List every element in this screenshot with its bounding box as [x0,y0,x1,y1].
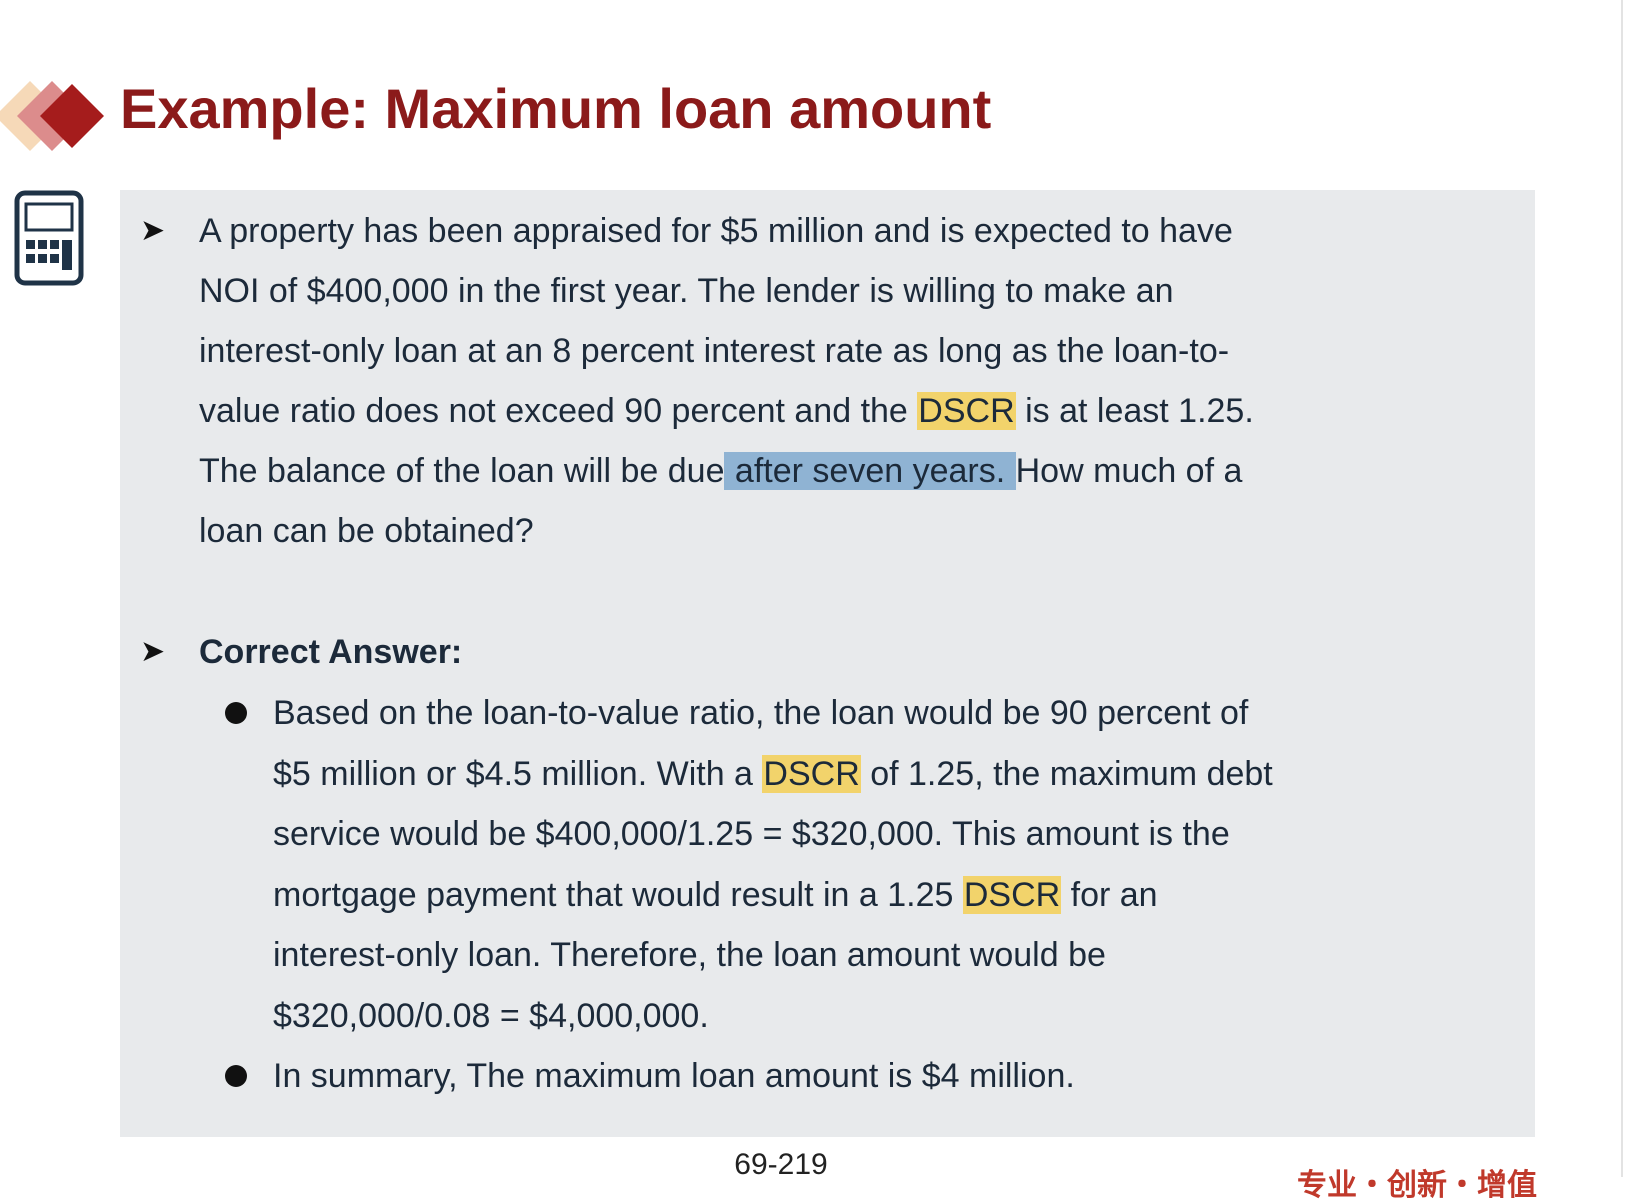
text-run: How much of a [1015,452,1243,490]
content-box [120,190,1535,1137]
page-number: 69-219 [734,1148,828,1181]
highlight: DSCR [762,754,861,793]
text-run: Based on the loan-to-value ratio, the lo… [273,694,1249,732]
title: Example: Maximum loan amount [120,77,992,140]
text-line: $320,000/0.08 = $4,000,000. [273,986,709,1046]
text-run: interest-only loan. Therefore, the loan … [273,936,1106,974]
arrow-bullet: ➤ [140,213,166,248]
footer-logo: 专业・创新・增值 [1297,1168,1537,1203]
text-run: $5 million or $4.5 million. With a [273,754,763,793]
text-run: NOI of $400,000 in the first year. The l… [199,272,1174,310]
text-run: mortgage payment that would result in a … [273,875,963,914]
text-run: interest-only loan at an 8 percent inter… [199,332,1230,370]
highlight: DSCR [917,392,1016,430]
text-run: service would be $400,000/1.25 = $320,00… [273,815,1230,853]
text-line: Based on the loan-to-value ratio, the lo… [273,683,1248,743]
text-run: $320,000/0.08 = $4,000,000. [273,996,709,1035]
bullet-dot [225,702,247,724]
text-line: $5 million or $4.5 million. With a DSCR … [273,744,1273,804]
text-run: of 1.25, the maximum debt [860,754,1273,793]
text-run: A property has been appraised for $5 mil… [199,212,1233,250]
text-run: loan can be obtained? [199,512,534,550]
text-run: for an [1061,875,1158,914]
text-line: loan can be obtained? [199,501,534,561]
text-line: interest-only loan. Therefore, the loan … [273,925,1106,985]
highlight: DSCR [962,875,1062,914]
text-line: value ratio does not exceed 90 percent a… [199,381,1254,441]
bullet-dot [225,1065,247,1087]
text-line: The balance of the loan will be due afte… [199,441,1242,501]
text-run: In summary, The maximum loan amount is $… [273,1057,1075,1095]
divider [1621,0,1623,1177]
calculator-icon [14,190,84,286]
highlight: after seven years. [724,452,1016,490]
title-decoration [0,81,104,151]
text-line: mortgage payment that would result in a … [273,865,1158,925]
text-line: service would be $400,000/1.25 = $320,00… [273,804,1230,864]
text-run: The balance of the loan will be due [199,452,725,490]
text-run: value ratio does not exceed 90 percent a… [199,392,918,430]
text-line: interest-only loan at an 8 percent inter… [199,321,1229,381]
arrow-bullet: ➤ [140,634,166,669]
text-line: A property has been appraised for $5 mil… [199,201,1233,261]
text-line: In summary, The maximum loan amount is $… [273,1046,1075,1106]
text-line: NOI of $400,000 in the first year. The l… [199,261,1174,321]
answer-heading: Correct Answer: [199,633,463,671]
text-run: is at least 1.25. [1015,392,1254,430]
